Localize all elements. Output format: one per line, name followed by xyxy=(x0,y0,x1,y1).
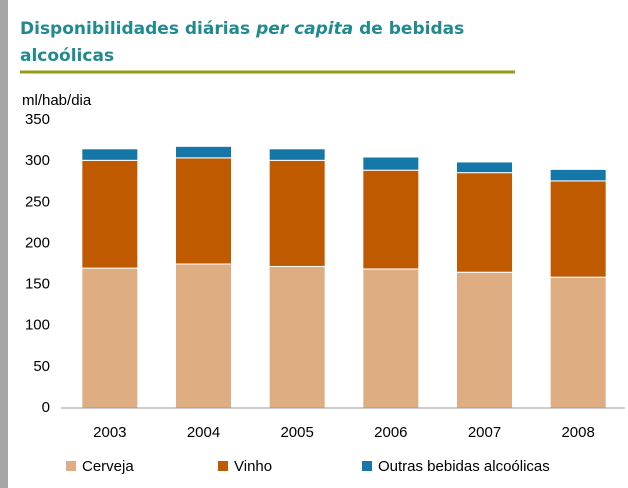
bar-segment xyxy=(456,271,513,409)
legend-swatch xyxy=(218,461,228,471)
title-part: de bebidas alcoólicas xyxy=(20,19,465,66)
title-italic: per capita xyxy=(256,19,354,39)
x-tick-label: 2005 xyxy=(280,424,313,441)
bar-segment xyxy=(81,148,139,161)
y-tick-label: 250 xyxy=(25,193,50,210)
y-tick-label: 300 xyxy=(25,152,50,169)
side-strip xyxy=(0,0,8,488)
bar-segment xyxy=(175,145,232,159)
y-tick-label: 350 xyxy=(25,111,50,128)
legend-label: Outras bebidas alcoólicas xyxy=(378,458,550,475)
legend-swatch xyxy=(362,461,372,471)
bar-segment xyxy=(362,169,420,270)
x-tick-label: 2006 xyxy=(374,424,407,441)
bar-segment xyxy=(175,157,232,265)
bar-segment xyxy=(456,172,513,273)
legend-label: Cerveja xyxy=(82,458,134,475)
y-tick-label: 0 xyxy=(42,399,50,416)
bar-segment xyxy=(175,263,232,409)
y-tick-label: 50 xyxy=(33,358,50,375)
legend-swatch xyxy=(66,461,76,471)
x-tick-label: 2007 xyxy=(468,424,501,441)
bar-segment xyxy=(81,267,139,409)
y-tick-label: 150 xyxy=(25,276,50,293)
bar-segment xyxy=(362,156,420,171)
bar-segment xyxy=(268,265,326,409)
y-axis-label: ml/hab/dia xyxy=(22,92,92,109)
bar-segment xyxy=(549,180,607,278)
x-tick-label: 2003 xyxy=(93,424,126,441)
bar-segment xyxy=(549,276,607,409)
y-tick-label: 100 xyxy=(25,317,50,334)
y-tick-label: 200 xyxy=(25,234,50,251)
bar-segment xyxy=(81,159,139,269)
bar-segment xyxy=(268,148,326,161)
bar-segment xyxy=(549,168,607,182)
legend-label: Vinho xyxy=(234,458,272,475)
x-tick-label: 2008 xyxy=(561,424,594,441)
x-tick-label: 2004 xyxy=(187,424,220,441)
bar-segment xyxy=(362,268,420,409)
bar-segment xyxy=(268,159,326,267)
chart-title: Disponibilidades diárias per capita de b… xyxy=(20,16,490,70)
title-part: Disponibilidades diárias xyxy=(20,19,251,39)
bar-segment xyxy=(456,161,513,174)
